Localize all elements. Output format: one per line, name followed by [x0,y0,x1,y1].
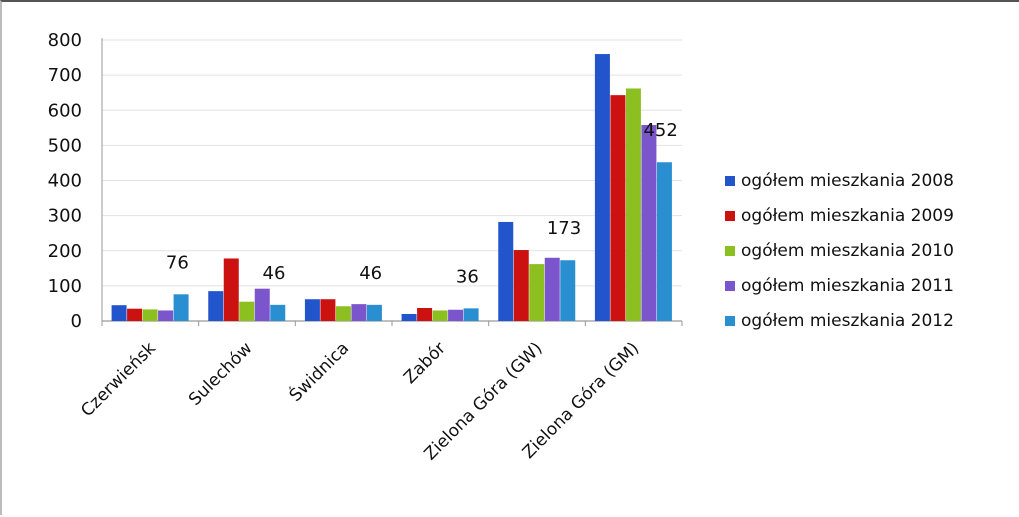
legend-label: ogółem mieszkania 2008 [741,171,954,191]
x-category-label: Czerwieńsk [77,338,160,421]
bar [320,299,336,321]
y-tick-label: 0 [71,311,82,332]
y-tick-label: 600 [48,100,82,121]
bar [351,304,367,321]
y-tick-label: 200 [48,241,82,262]
x-category-label: Sulechów [185,338,257,410]
data-label: 36 [456,266,479,287]
bar [366,304,382,321]
bar [529,264,545,321]
bar [127,308,143,321]
x-category-label: Świdnica [284,337,353,406]
bar [173,294,189,321]
bar [417,308,433,321]
bar [625,88,641,321]
bar [111,305,127,321]
bar [270,304,286,321]
legend-swatch [725,316,735,326]
bar [498,221,514,321]
bar [335,306,351,321]
bar [401,313,417,321]
y-tick-label: 700 [48,65,82,86]
bar [239,301,255,321]
bar [254,288,270,321]
bar [142,309,158,321]
legend-label: ogółem mieszkania 2012 [741,311,954,331]
bar [544,257,560,321]
bar [448,309,464,321]
bar [223,258,239,321]
y-tick-label: 500 [48,135,82,156]
legend-label: ogółem mieszkania 2009 [741,206,954,226]
data-label: 452 [643,120,677,141]
data-label: 173 [547,218,581,239]
bar [610,95,626,322]
y-tick-label: 300 [48,206,82,227]
data-label: 46 [263,263,286,284]
legend-label: ogółem mieszkania 2010 [741,241,954,261]
x-category-label: Zabór [400,338,450,388]
legend-swatch [725,176,735,186]
bar [304,299,320,321]
bar [158,310,174,321]
bar [656,162,672,321]
y-tick-label: 400 [48,171,82,192]
data-label: 46 [359,263,382,284]
legend-swatch [725,281,735,291]
data-label: 76 [166,252,189,273]
bar [594,54,610,322]
y-tick-label: 100 [48,276,82,297]
legend-swatch [725,211,735,221]
bar [560,260,576,321]
bar [463,308,479,321]
legend-swatch [725,246,735,256]
bar [208,291,224,321]
bar [641,125,657,321]
bar [432,310,448,321]
y-tick-label: 800 [48,30,82,51]
legend-label: ogółem mieszkania 2011 [741,276,954,296]
bar [513,250,529,321]
